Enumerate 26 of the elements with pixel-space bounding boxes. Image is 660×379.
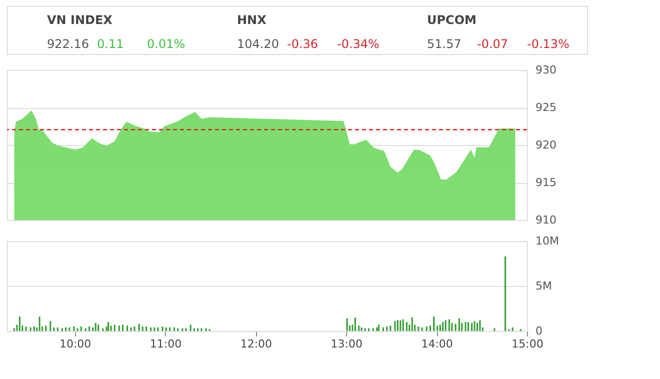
text: -0.36 <box>287 37 318 51</box>
x-tick-label: 13:00 <box>330 338 362 350</box>
text: -0.13% <box>527 37 570 51</box>
text: 104.20 <box>237 37 279 51</box>
text: -0.07 <box>477 37 508 51</box>
y-tick-label: 910 <box>536 214 556 226</box>
y-tick-label: 5M <box>536 280 552 292</box>
y-tick-label: 920 <box>536 138 556 152</box>
text: -0.34% <box>337 37 380 51</box>
x-tick-label: 14:00 <box>421 338 453 350</box>
text: 922.16 <box>47 37 89 51</box>
y-tick-label: 0 <box>536 324 542 338</box>
text: VN INDEX <box>47 13 114 27</box>
y-tick-label: 925 <box>536 101 556 114</box>
x-tick-label: 15:00 <box>512 338 544 350</box>
y-tick-label: 915 <box>536 176 556 189</box>
x-tick-label: 11:00 <box>150 338 182 350</box>
text: 0.11 <box>97 37 124 51</box>
y-tick-label: 930 <box>536 64 556 76</box>
text: 51.57 <box>427 37 462 51</box>
text: UPCOM <box>427 13 476 27</box>
text: 0.01% <box>147 37 186 51</box>
y-tick-label: 10M <box>536 234 559 248</box>
text: HNX <box>237 13 268 27</box>
x-tick-label: 10:00 <box>59 338 92 350</box>
x-tick-label: 12:00 <box>240 338 272 350</box>
